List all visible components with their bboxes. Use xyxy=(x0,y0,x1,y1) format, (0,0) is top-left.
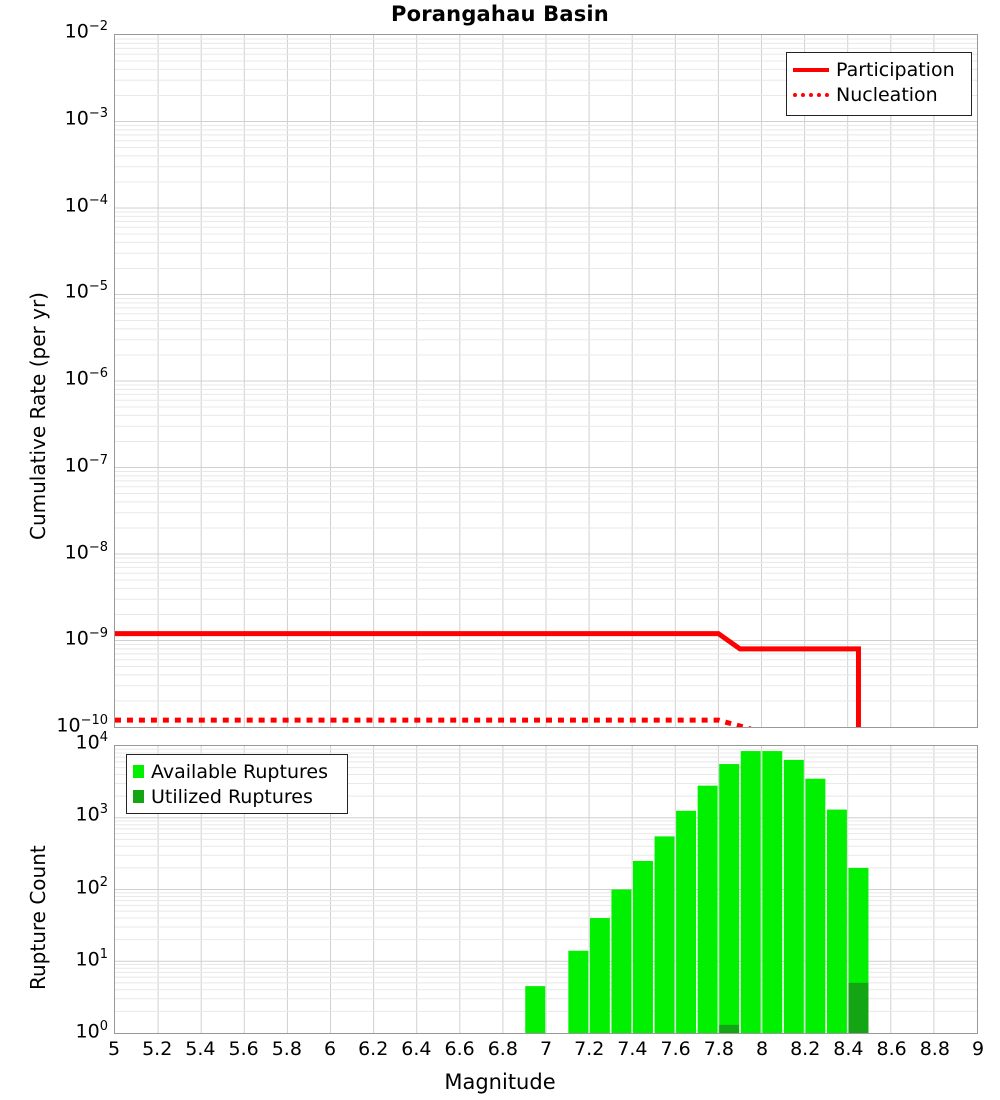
legend-label: Utilized Ruptures xyxy=(151,785,313,808)
top-y-tick: 10−4 xyxy=(64,192,108,216)
legend-item: Available Ruptures xyxy=(133,759,340,784)
bar-available xyxy=(589,918,610,1033)
top-y-axis-label: Cumulative Rate (per yr) xyxy=(26,292,50,540)
bar-available xyxy=(676,810,697,1033)
x-tick: 6.2 xyxy=(358,1038,389,1060)
top-y-tick: 10−3 xyxy=(64,105,108,130)
legend-label: Participation xyxy=(836,58,955,81)
top-y-tick: 10−10 xyxy=(56,713,108,737)
x-tick: 8 xyxy=(755,1038,769,1060)
x-axis-label: Magnitude xyxy=(444,1070,556,1094)
bottom-y-tick: 104 xyxy=(75,730,108,754)
x-tick: 8.2 xyxy=(790,1038,821,1060)
x-tick: 6.4 xyxy=(401,1038,432,1060)
top-legend: Participation Nucleation xyxy=(786,52,972,116)
bar-available xyxy=(697,785,718,1033)
bar-available xyxy=(826,809,847,1033)
bar-available xyxy=(611,889,632,1033)
x-tick: 5 xyxy=(107,1038,121,1060)
bottom-y-tick: 100 xyxy=(75,1019,108,1043)
top-y-tick: 10−5 xyxy=(64,279,108,303)
legend-item: Utilized Ruptures xyxy=(133,784,340,809)
x-tick: 5.4 xyxy=(185,1038,216,1060)
legend-label: Nucleation xyxy=(836,83,938,106)
bar-available xyxy=(805,778,826,1033)
top-y-tick: 10−8 xyxy=(64,539,108,563)
cumulative-rate-plot xyxy=(114,34,978,728)
bottom-legend: Available Ruptures Utilized Ruptures xyxy=(126,754,348,814)
bottom-y-tick: 103 xyxy=(75,802,108,826)
x-tick: 8.4 xyxy=(833,1038,864,1060)
x-tick: 8.8 xyxy=(919,1038,950,1060)
top-y-tick: 10−9 xyxy=(64,626,108,650)
dotted-line-icon xyxy=(793,92,829,97)
bar-utilized xyxy=(719,1024,740,1033)
bar-available xyxy=(525,986,546,1033)
bottom-y-tick: 102 xyxy=(75,874,108,898)
top-y-tick: 10−6 xyxy=(64,366,108,390)
legend-label: Available Ruptures xyxy=(151,760,328,783)
x-tick: 7 xyxy=(539,1038,553,1060)
bar-utilized xyxy=(848,982,869,1033)
rupture-count-canvas xyxy=(115,746,977,1033)
color-swatch-icon xyxy=(133,790,144,803)
x-tick: 7.6 xyxy=(660,1038,691,1060)
bar-available xyxy=(654,836,675,1033)
top-y-tick: 10−7 xyxy=(64,452,108,477)
series-participation-line xyxy=(115,631,861,727)
top-y-tick: 10−2 xyxy=(64,19,108,43)
x-tick: 9 xyxy=(971,1038,985,1060)
bar-available xyxy=(632,860,653,1033)
series-nucleation-line xyxy=(115,717,752,727)
x-tick: 5.6 xyxy=(228,1038,259,1060)
x-tick: 6 xyxy=(323,1038,337,1060)
bar-available xyxy=(783,759,804,1033)
x-tick: 7.2 xyxy=(574,1038,605,1060)
solid-line-icon xyxy=(793,67,829,72)
color-swatch-icon xyxy=(133,765,144,778)
x-tick: 8.6 xyxy=(876,1038,907,1060)
x-tick: 6.6 xyxy=(444,1038,475,1060)
bar-available xyxy=(568,950,589,1033)
bar-available xyxy=(740,751,761,1033)
cumulative-rate-canvas xyxy=(115,35,977,727)
chart-title: Porangahau Basin xyxy=(391,2,609,26)
x-tick: 6.8 xyxy=(487,1038,518,1060)
legend-item: Participation xyxy=(793,57,964,82)
bottom-y-tick: 101 xyxy=(75,946,108,971)
bar-available xyxy=(719,764,740,1033)
x-tick: 5.8 xyxy=(271,1038,302,1060)
x-tick: 7.4 xyxy=(617,1038,648,1060)
x-tick: 7.8 xyxy=(703,1038,734,1060)
legend-item: Nucleation xyxy=(793,82,964,107)
x-tick: 5.2 xyxy=(142,1038,173,1060)
bar-available xyxy=(762,751,783,1033)
